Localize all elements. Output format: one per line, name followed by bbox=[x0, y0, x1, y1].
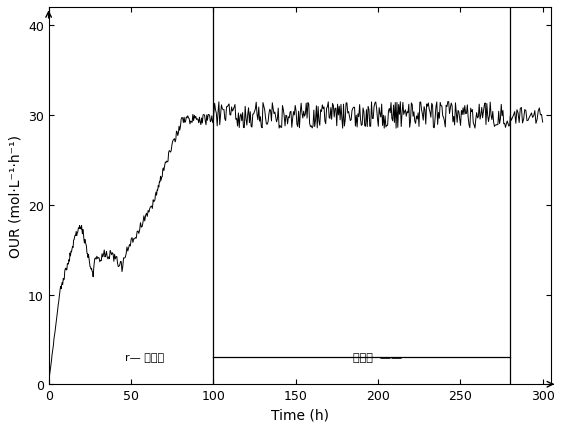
X-axis label: Time (h): Time (h) bbox=[271, 408, 329, 422]
Text: 放罐期  ——: 放罐期 —— bbox=[354, 353, 403, 362]
Text: r— 山上期: r— 山上期 bbox=[125, 353, 164, 362]
Y-axis label: OUR (mol·L⁻¹·h⁻¹): OUR (mol·L⁻¹·h⁻¹) bbox=[8, 135, 23, 258]
